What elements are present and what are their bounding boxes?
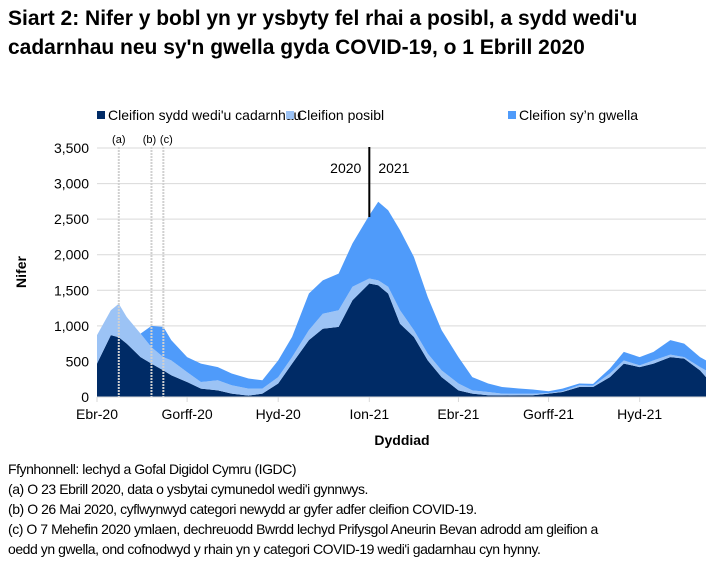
area-series-2 bbox=[97, 201, 706, 394]
x-tick-label: Ebr-20 bbox=[76, 406, 118, 422]
y-tick-label: 3,500 bbox=[54, 140, 89, 156]
stacked-area-chart: (a) (b) (c) 2020 2021 0 500 1,000 1,500 2,000 2,5… bbox=[13, 107, 706, 448]
annotations: (a) (b) (c) 2020 2021 bbox=[112, 134, 410, 397]
year-label-right: 2021 bbox=[378, 160, 409, 176]
note-a: (a) O 23 Ebrill 2020, data o ysbytai cym… bbox=[8, 481, 368, 497]
annotation-label: (a) bbox=[112, 134, 125, 146]
x-tick-label: Ion-21 bbox=[349, 406, 389, 422]
y-tick-label: 0 bbox=[81, 389, 89, 405]
annotation-label: (b) bbox=[143, 134, 156, 146]
gridlines bbox=[97, 147, 706, 362]
x-tick-label: Gorff-21 bbox=[523, 406, 574, 422]
source-note: Ffynhonnell: lechyd a Gofal Digidol Cymr… bbox=[8, 461, 297, 477]
note-b: (b) O 26 Mai 2020, cyflwynwyd categori n… bbox=[8, 501, 477, 517]
axes: 0 500 1,000 1,500 2,000 2,500 3,000 3,500 Ebr-20… bbox=[54, 140, 706, 422]
note-c-cont: oedd yn gwella, ond cofnodwyd y rhain yn… bbox=[8, 541, 541, 557]
x-tick-label: Hyd-20 bbox=[256, 406, 301, 422]
year-label-left: 2020 bbox=[330, 160, 361, 176]
x-axis-label: Dyddiad bbox=[374, 432, 429, 448]
y-tick-label: 1,500 bbox=[54, 282, 89, 298]
legend-swatch bbox=[286, 111, 294, 119]
areas bbox=[97, 201, 706, 397]
annotation-label: (c) bbox=[160, 134, 173, 146]
legend-label: Cleifion posibl bbox=[297, 107, 384, 123]
legend-swatch bbox=[97, 111, 105, 119]
x-tick-label: Hyd-21 bbox=[617, 406, 662, 422]
legend-label: Cleifion sydd wedi'u cadarnhau bbox=[108, 107, 301, 123]
y-tick-label: 500 bbox=[66, 353, 90, 369]
y-tick-label: 2,000 bbox=[54, 247, 89, 263]
chart-title: Siart 2: Nifer y bobl yn yr ysbyty fel r… bbox=[8, 7, 638, 59]
y-axis-label: Nifer bbox=[13, 256, 29, 288]
y-tick-label: 2,500 bbox=[54, 211, 89, 227]
x-tick-label: Ebr-21 bbox=[437, 406, 479, 422]
y-tick-label: 3,000 bbox=[54, 176, 89, 192]
legend-label: Cleifion sy’n gwella bbox=[519, 107, 638, 123]
note-c: (c) O 7 Mehefin 2020 ymlaen, dechreuodd … bbox=[8, 521, 598, 537]
y-tick-label: 1,000 bbox=[54, 318, 89, 334]
area-series-0 bbox=[97, 283, 706, 397]
footnotes: Ffynhonnell: lechyd a Gofal Digidol Cymr… bbox=[8, 459, 728, 559]
x-tick-label: Gorff-20 bbox=[162, 406, 213, 422]
legend-swatch bbox=[508, 111, 516, 119]
